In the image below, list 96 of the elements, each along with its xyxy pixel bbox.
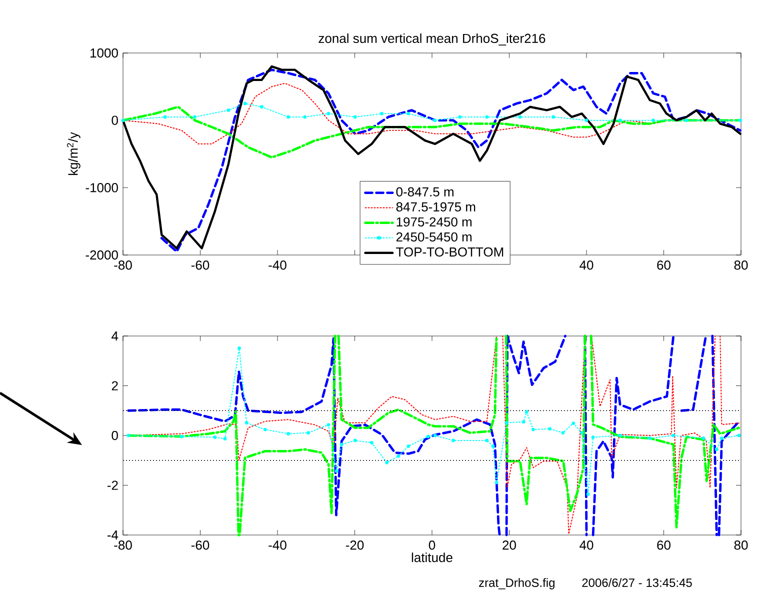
- y-tick-label: 1000: [90, 48, 118, 58]
- legend-label: 1975-2450 m: [396, 217, 472, 227]
- y-tick-label: -1000: [86, 183, 118, 192]
- legend-label: 2450-5450 m: [396, 232, 472, 242]
- x-tick-label: -40: [268, 540, 286, 550]
- point: [648, 436, 652, 440]
- point: [672, 434, 676, 438]
- chart-title: zonal sum vertical mean DrhoS_iter216: [318, 33, 546, 46]
- x-tick-label: 40: [580, 540, 594, 550]
- point: [522, 420, 526, 424]
- point: [532, 428, 535, 432]
- point: [326, 112, 330, 116]
- point: [303, 115, 307, 119]
- point: [548, 427, 552, 430]
- point: [353, 115, 357, 119]
- point: [586, 492, 590, 496]
- legend-label: 0-847.5 m: [396, 187, 454, 196]
- point: [591, 436, 595, 439]
- x-tick-label: 40: [580, 260, 594, 270]
- point: [684, 118, 688, 122]
- point: [353, 438, 357, 442]
- x-tick-label: 80: [734, 260, 748, 270]
- point: [720, 436, 724, 440]
- x-tick-label: 0: [428, 540, 436, 550]
- point: [458, 115, 462, 119]
- point: [238, 346, 241, 350]
- y-axis-title: kg/m$^{2}$/y: [66, 132, 80, 176]
- point: [121, 118, 125, 122]
- point: [714, 448, 718, 452]
- y-tick-label: -2: [107, 480, 118, 490]
- legend-label: TOP-TO-BOTTOM: [396, 247, 504, 257]
- point: [326, 423, 330, 427]
- y-tick-label: -4: [107, 530, 118, 540]
- x-tick-label: 80: [734, 540, 748, 550]
- point: [580, 431, 584, 434]
- x-tick-label: -20: [346, 540, 364, 550]
- point: [226, 108, 230, 112]
- y-tick-label: -2000: [86, 250, 118, 260]
- point: [244, 421, 248, 425]
- point: [433, 118, 437, 122]
- point: [406, 444, 410, 448]
- x-axis-title: latitude: [412, 552, 452, 562]
- point: [618, 118, 622, 122]
- x-tick-label: 20: [502, 540, 516, 550]
- y-tick-label: 0: [112, 116, 118, 125]
- point: [737, 434, 741, 438]
- y-tick-label: 4: [112, 332, 118, 340]
- x-tick-label: -60: [191, 540, 210, 550]
- point: [504, 421, 508, 425]
- point: [702, 436, 706, 440]
- y-tick-label: 0: [112, 430, 118, 440]
- point: [494, 480, 498, 484]
- point: [738, 118, 742, 122]
- point: [180, 434, 184, 438]
- x-tick-label: 60: [657, 260, 670, 270]
- point: [452, 438, 455, 442]
- legend-label: 847.5-1975 m: [396, 202, 476, 212]
- point: [243, 102, 247, 106]
- point: [524, 410, 528, 414]
- point: [485, 438, 489, 442]
- point: [286, 432, 290, 436]
- point: [396, 454, 400, 458]
- x-tick-label: -80: [114, 540, 132, 550]
- point: [385, 460, 389, 464]
- point: [223, 437, 227, 440]
- point: [306, 431, 310, 434]
- text: 2006/6/27 - 13:45:45: [582, 578, 692, 587]
- point: [572, 422, 576, 426]
- x-tick-label: -80: [114, 260, 132, 270]
- point: [380, 112, 384, 116]
- point: [340, 442, 344, 446]
- point: [518, 115, 522, 119]
- point: [433, 434, 437, 438]
- x-tick-label: -40: [268, 260, 286, 270]
- point: [334, 469, 338, 473]
- point: [260, 105, 264, 109]
- point: [618, 434, 622, 438]
- point: [263, 428, 267, 432]
- x-tick-label: 60: [657, 540, 670, 550]
- point: [552, 115, 555, 119]
- point: [193, 115, 197, 119]
- point: [406, 112, 410, 116]
- point: [426, 434, 430, 438]
- point: [126, 434, 130, 438]
- point: [561, 431, 565, 434]
- point: [485, 115, 489, 119]
- point: [652, 118, 656, 122]
- x-tick-label: -60: [191, 260, 210, 270]
- y-tick-label: 2: [112, 381, 118, 390]
- point: [584, 118, 588, 122]
- point: [286, 115, 290, 119]
- text: zrat_DrhoS.fig: [479, 578, 554, 590]
- point: [491, 444, 495, 448]
- point: [213, 436, 217, 439]
- point: [163, 115, 167, 119]
- point: [370, 441, 374, 444]
